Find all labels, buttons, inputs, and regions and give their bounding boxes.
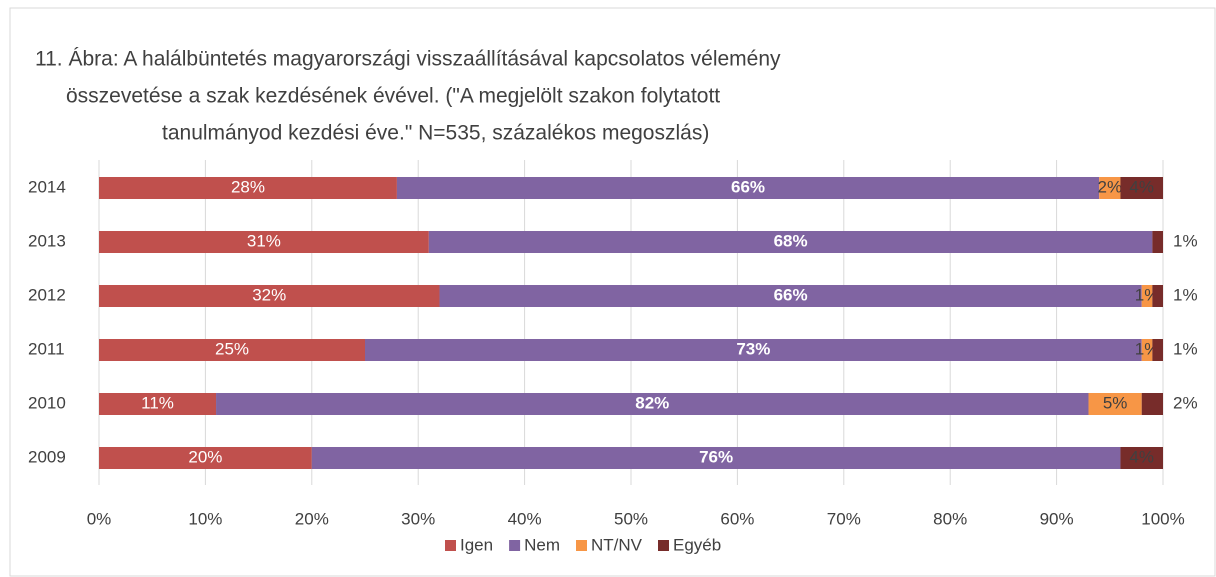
data-label: 32%	[252, 285, 286, 304]
bar-segment	[1141, 393, 1163, 415]
data-label: 4%	[1129, 177, 1154, 196]
y-tick-label: 2010	[28, 393, 66, 412]
bar-segment	[99, 339, 365, 361]
bar-segment	[99, 447, 312, 469]
bar-segment	[428, 231, 1153, 253]
legend-swatch	[445, 540, 456, 551]
bar-segment	[1152, 285, 1163, 307]
chart-title: tanulmányod kezdési éve." N=535, százalé…	[162, 122, 709, 145]
y-tick-label: 2012	[28, 285, 66, 304]
x-tick-label: 60%	[720, 509, 754, 528]
legend-swatch	[576, 540, 587, 551]
bar-segment	[99, 231, 429, 253]
data-label: 4%	[1129, 447, 1154, 466]
data-label: 73%	[736, 339, 770, 358]
data-label: 5%	[1103, 393, 1128, 412]
legend-label: Nem	[524, 535, 560, 554]
data-label: 66%	[774, 285, 808, 304]
legend-swatch	[658, 540, 669, 551]
bar-segment	[1099, 177, 1121, 199]
data-label: 11%	[141, 393, 174, 412]
data-label: 28%	[231, 177, 265, 196]
data-label: 68%	[774, 231, 808, 250]
y-tick-label: 2014	[28, 177, 66, 196]
data-label: 2%	[1173, 393, 1198, 412]
data-label: 31%	[247, 231, 281, 250]
chart-title: 11. Ábra: A halálbüntetés magyarországi …	[35, 48, 781, 71]
x-tick-label: 100%	[1141, 509, 1184, 528]
y-tick-label: 2011	[28, 339, 65, 358]
data-label: 76%	[699, 447, 733, 466]
y-tick-label: 2013	[28, 231, 66, 250]
legend-label: Egyéb	[673, 535, 721, 554]
x-tick-label: 70%	[827, 509, 861, 528]
bar-segment	[216, 393, 1089, 415]
bar-segment	[1120, 177, 1163, 199]
bar-segment	[396, 177, 1100, 199]
data-label: 20%	[188, 447, 222, 466]
x-tick-label: 0%	[87, 509, 112, 528]
bar-segment	[99, 393, 217, 415]
bar-segment	[1088, 393, 1142, 415]
bar-segment	[99, 177, 397, 199]
x-tick-label: 30%	[401, 509, 435, 528]
legend-label: Igen	[460, 535, 493, 554]
legend-label: NT/NV	[591, 535, 643, 554]
bar-segment	[365, 339, 1142, 361]
x-tick-label: 50%	[614, 509, 648, 528]
bar-segment	[1120, 447, 1163, 469]
data-label: 1%	[1173, 231, 1198, 250]
x-tick-label: 80%	[933, 509, 967, 528]
bar-segment	[1152, 339, 1163, 361]
bar-segment	[99, 285, 440, 307]
x-tick-label: 20%	[295, 509, 329, 528]
chart-title: összevetése a szak kezdésének évével. ("…	[66, 85, 720, 108]
data-label: 66%	[731, 177, 765, 196]
bar-segment	[1141, 285, 1153, 307]
y-tick-label: 2009	[28, 447, 66, 466]
bar-segment	[1141, 339, 1153, 361]
x-tick-label: 40%	[508, 509, 542, 528]
data-label: 25%	[215, 339, 249, 358]
data-label: 2%	[1098, 177, 1123, 196]
x-tick-label: 10%	[188, 509, 222, 528]
bar-segment	[1152, 231, 1163, 253]
data-label: 82%	[635, 393, 669, 412]
bar-segment	[311, 447, 1121, 469]
bar-segment	[439, 285, 1142, 307]
data-label: 1%	[1173, 339, 1198, 358]
legend-swatch	[509, 540, 521, 551]
data-label: 1%	[1173, 285, 1198, 304]
x-tick-label: 90%	[1040, 509, 1074, 528]
